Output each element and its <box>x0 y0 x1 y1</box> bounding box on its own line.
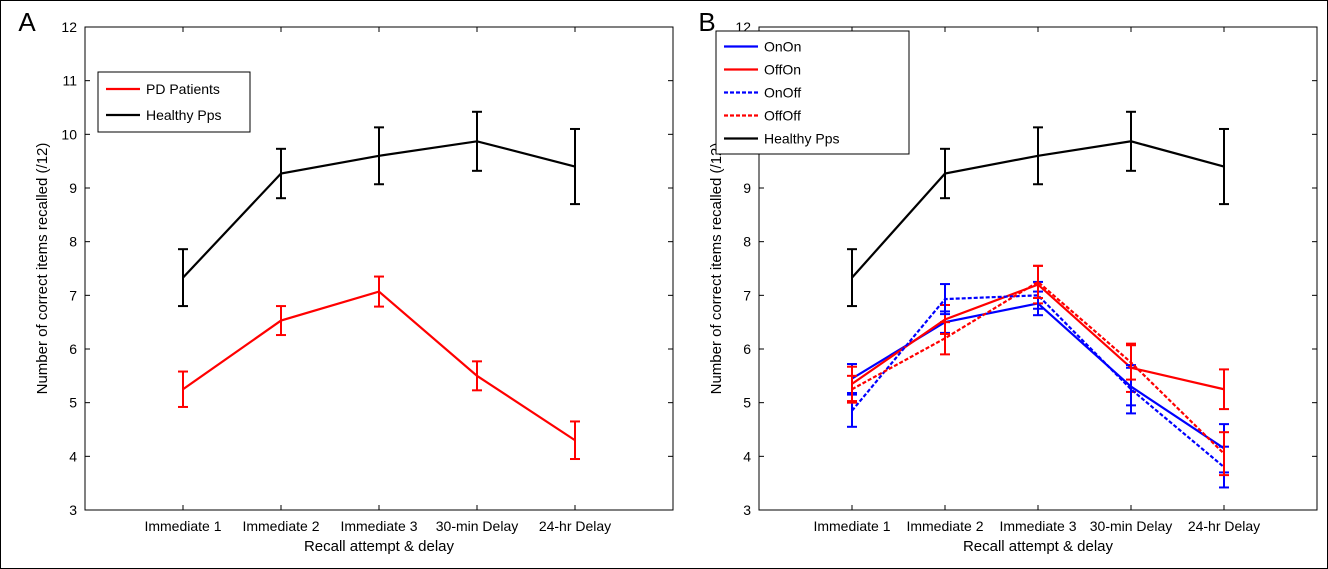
x-tick-label: Immediate 3 <box>340 518 417 534</box>
series-line <box>851 280 1225 455</box>
series-onon <box>847 290 1229 474</box>
x-tick-label: 24-hr Delay <box>539 518 611 534</box>
y-axis-title: Number of correct items recalled (/12) <box>708 143 725 395</box>
x-tick-label: Immediate 3 <box>999 518 1076 534</box>
x-tick-label: Immediate 1 <box>144 518 221 534</box>
y-tick-label: 3 <box>69 502 77 518</box>
legend-label: OnOn <box>764 39 801 55</box>
y-tick-label: 4 <box>743 448 751 464</box>
y-tick-label: 8 <box>743 234 751 250</box>
legend: OnOn OffOn OnOff OffOff Healthy Pps <box>715 30 910 155</box>
y-tick-label: 4 <box>69 448 77 464</box>
y-tick-label: 3 <box>743 502 751 518</box>
y-tick-label: 9 <box>69 180 77 196</box>
legend-box <box>97 71 251 133</box>
y-tick-label: 6 <box>743 341 751 357</box>
series-healthy-pps <box>178 110 580 308</box>
x-axis-title: Recall attempt & delay <box>963 538 1114 555</box>
panel-letter: B <box>698 7 715 37</box>
y-tick-label: 5 <box>743 395 751 411</box>
legend-label: Healthy Pps <box>146 107 221 123</box>
y-tick-label: 7 <box>743 287 751 303</box>
series-onoff <box>847 280 1229 489</box>
x-tick-label: 30-min Delay <box>1090 518 1172 534</box>
x-tick-label: Immediate 1 <box>813 518 890 534</box>
y-tick-label: 7 <box>69 287 77 303</box>
legend: PD Patients Healthy Pps <box>97 71 251 133</box>
chart-panel-a: A 3 4 5 6 7 8 9 10 11 12 Immediate 1 Immediate 2 Imme… <box>18 7 674 555</box>
series-pd-patients <box>178 275 580 461</box>
y-tick-label: 8 <box>69 234 77 250</box>
y-axis-title: Number of correct items recalled (/12) <box>34 143 51 395</box>
y-tick-label: 5 <box>69 395 77 411</box>
legend-label: OffOn <box>764 62 801 78</box>
x-tick-label: 24-hr Delay <box>1188 518 1260 534</box>
series-healthy-pps <box>847 110 1229 308</box>
legend-label: OffOff <box>764 108 801 124</box>
y-tick-label: 9 <box>743 180 751 196</box>
y-tick-label: 6 <box>69 341 77 357</box>
x-tick-label: Immediate 2 <box>906 518 983 534</box>
series-offoff <box>847 264 1229 477</box>
panel-letter: A <box>18 7 36 37</box>
y-tick-label: 10 <box>61 126 77 142</box>
y-tick-label: 11 <box>62 73 77 89</box>
series-line <box>851 294 1225 468</box>
series-line <box>182 290 576 442</box>
x-axis-title: Recall attempt & delay <box>304 538 455 555</box>
y-tick-label: 12 <box>61 19 77 35</box>
legend-label: PD Patients <box>146 81 220 97</box>
x-tick-label: 30-min Delay <box>436 518 518 534</box>
x-tick-label: Immediate 2 <box>242 518 319 534</box>
legend-label: Healthy Pps <box>764 131 839 147</box>
legend-label: OnOff <box>764 85 801 101</box>
